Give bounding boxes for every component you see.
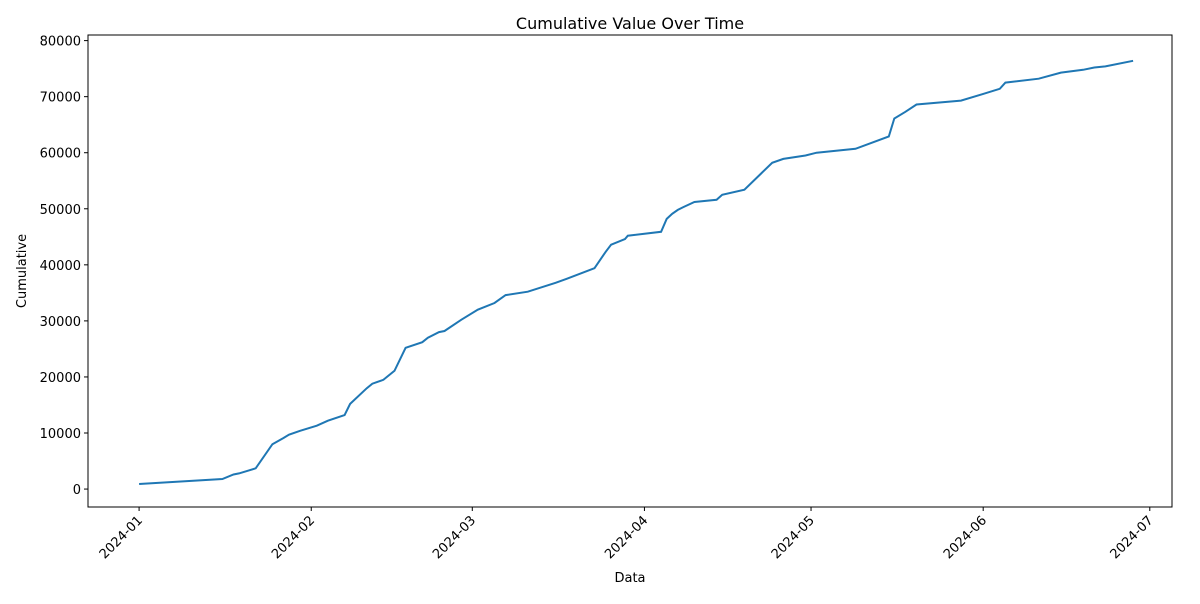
x-tick-label: 2024-07 — [1108, 513, 1157, 562]
y-tick-label: 10000 — [40, 427, 81, 442]
y-tick-label: 20000 — [40, 371, 81, 386]
x-tick-label: 2024-02 — [269, 513, 318, 562]
y-tick-label: 40000 — [40, 259, 81, 274]
x-tick-label: 2024-05 — [769, 513, 818, 562]
y-tick-label: 60000 — [40, 147, 81, 162]
y-tick-label: 30000 — [40, 315, 81, 330]
x-tick-label: 2024-06 — [941, 513, 990, 562]
plot-frame — [87, 34, 1173, 508]
chart-title: Cumulative Value Over Time — [516, 14, 744, 33]
y-tick-label: 50000 — [40, 203, 81, 218]
y-tick-label: 80000 — [40, 35, 81, 50]
y-axis-label: Cumulative — [15, 234, 30, 308]
x-tick-label: 2024-03 — [430, 513, 479, 562]
x-tick-label: 2024-01 — [97, 513, 146, 562]
x-tick-label: 2024-04 — [602, 513, 651, 562]
y-tick-label: 70000 — [40, 91, 81, 106]
y-tick-label: 0 — [73, 483, 81, 498]
x-axis-label: Data — [614, 571, 645, 586]
line-series — [139, 59, 1134, 485]
